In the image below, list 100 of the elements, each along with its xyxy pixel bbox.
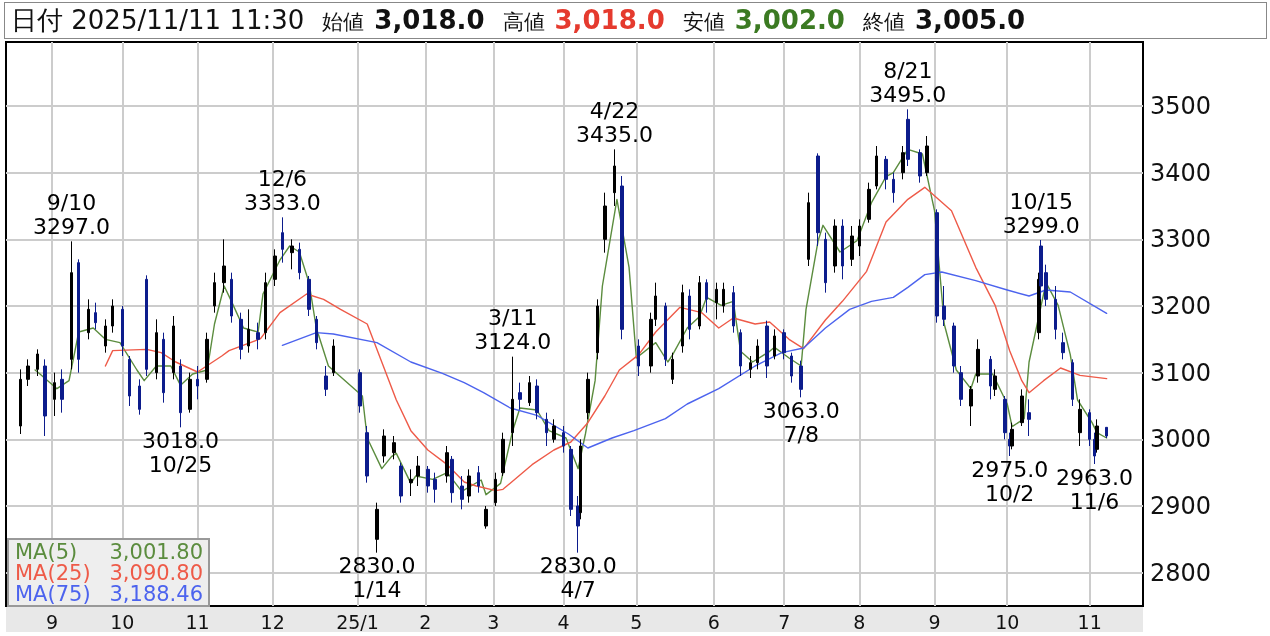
x-tick-label: 9	[46, 610, 59, 633]
candlestick	[969, 385, 973, 427]
candlestick	[867, 182, 871, 224]
candlestick	[467, 468, 471, 504]
candlestick	[664, 302, 667, 367]
candlestick	[756, 338, 759, 370]
candlestick	[239, 312, 243, 360]
candlestick	[1027, 398, 1031, 437]
candlestick	[833, 218, 837, 274]
candlestick	[942, 285, 946, 327]
candlestick	[1010, 422, 1014, 450]
candlestick	[1054, 285, 1057, 340]
annotation: 3/11 3124.0	[474, 305, 552, 355]
candlestick	[256, 322, 260, 350]
candlestick	[179, 358, 182, 428]
candlestick	[1071, 358, 1074, 407]
candlestick	[53, 372, 56, 417]
annotation: 3063.0 7/8	[762, 397, 840, 447]
x-tick-label: 10	[995, 610, 1020, 633]
candlestick	[172, 315, 175, 380]
x-tick-label: 2	[419, 610, 432, 633]
candlestick	[111, 298, 114, 334]
candlestick	[715, 282, 718, 320]
text: 終値 3,005.0	[862, 5, 1026, 35]
y-tick-label: 2900	[1150, 492, 1212, 520]
x-tick-label: 10	[110, 610, 135, 633]
candlestick	[1095, 418, 1099, 454]
candlestick	[1088, 408, 1091, 447]
candlestick	[1105, 426, 1108, 439]
candlestick	[382, 428, 386, 464]
candlestick	[790, 352, 793, 384]
candlestick	[816, 152, 820, 247]
candlestick	[324, 365, 328, 397]
candlestick	[426, 465, 430, 494]
candlestick	[850, 225, 854, 267]
candlestick	[807, 192, 810, 267]
candlestick	[1003, 395, 1007, 440]
x-tick-label: 3	[487, 610, 500, 633]
x-tick-label: 11	[1077, 610, 1102, 633]
candlestick	[19, 368, 22, 435]
candlestick	[273, 248, 277, 287]
candlestick	[993, 368, 997, 397]
y-tick-label: 3100	[1150, 358, 1212, 387]
candlestick	[518, 382, 522, 410]
candlestick	[162, 332, 165, 404]
candlestick	[205, 332, 209, 384]
text: 始値 3,018.0	[322, 5, 485, 35]
candlestick	[545, 412, 548, 447]
candlestick	[596, 298, 599, 360]
candlestick	[399, 462, 403, 504]
candlestick	[307, 275, 311, 317]
candlestick	[722, 282, 725, 314]
x-tick-label: 7	[778, 610, 791, 633]
candlestick	[87, 298, 90, 340]
chart-title: 日付 2025/11/11 11:30	[11, 4, 305, 37]
candlestick	[705, 278, 708, 314]
candlestick	[121, 305, 124, 357]
annotation: 4/22 3435.0	[576, 97, 653, 147]
candlestick	[1093, 432, 1096, 465]
candlestick	[43, 358, 47, 437]
candlestick	[528, 375, 531, 407]
candlestick	[445, 445, 449, 484]
candlestick	[36, 348, 39, 377]
candlestick	[688, 288, 691, 340]
candlestick	[1078, 398, 1082, 447]
candlestick	[901, 145, 905, 180]
candlestick	[128, 355, 131, 407]
candlestick	[959, 365, 963, 407]
candlestick	[60, 368, 64, 414]
x-tick-label: 4	[557, 610, 570, 633]
candlestick	[799, 360, 803, 398]
candlestick	[925, 135, 929, 177]
candlestick	[188, 372, 192, 414]
candlestick	[298, 242, 301, 280]
annotation: 2830.0 4/7	[539, 553, 617, 603]
y-tick-label: 2800	[1150, 558, 1212, 587]
candlestick	[952, 322, 956, 374]
candlestick	[739, 328, 742, 377]
candlestick	[230, 272, 233, 324]
x-tick-label: 6	[707, 610, 720, 633]
text: 安値 3,002.0	[682, 5, 845, 35]
candlestick	[477, 465, 480, 494]
line-series	[281, 271, 1108, 449]
candlestick	[824, 232, 827, 294]
candlestick	[875, 145, 878, 190]
candlestick	[535, 378, 539, 420]
candlestick	[782, 328, 786, 360]
candlestick	[416, 455, 420, 487]
candlestick	[281, 216, 284, 264]
candlestick	[552, 418, 556, 444]
candlestick	[569, 445, 573, 517]
candlestick	[104, 318, 107, 354]
candlestick	[450, 455, 454, 504]
candlestick	[935, 208, 939, 324]
candlestick	[433, 472, 437, 504]
candlestick	[264, 272, 267, 340]
candlestick	[681, 284, 684, 354]
candlestick	[365, 425, 369, 484]
annotation: 2975.0 10/2	[971, 456, 1049, 506]
y-tick-label: 3400	[1150, 158, 1212, 187]
